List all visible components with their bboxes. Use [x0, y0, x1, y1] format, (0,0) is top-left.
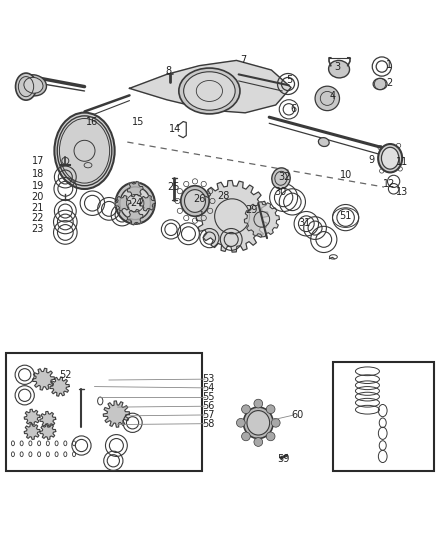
Ellipse shape: [184, 190, 205, 212]
Text: 55: 55: [202, 392, 214, 402]
Bar: [6, 353, 202, 471]
Text: 32: 32: [278, 172, 291, 182]
Text: 17: 17: [32, 156, 44, 166]
Circle shape: [254, 399, 263, 408]
Text: 1: 1: [386, 60, 392, 70]
Text: 59: 59: [277, 455, 290, 464]
Polygon shape: [244, 202, 279, 237]
Polygon shape: [127, 181, 143, 197]
Polygon shape: [130, 60, 291, 113]
Text: 5: 5: [286, 75, 292, 85]
Ellipse shape: [24, 77, 43, 93]
Polygon shape: [127, 209, 143, 225]
Ellipse shape: [244, 407, 273, 439]
Text: 12: 12: [383, 179, 396, 189]
Text: 14: 14: [169, 124, 181, 134]
Text: 56: 56: [202, 401, 214, 411]
Text: 13: 13: [396, 187, 409, 197]
Text: 25: 25: [167, 182, 180, 192]
Text: 23: 23: [32, 224, 44, 235]
Ellipse shape: [179, 68, 240, 114]
Text: 15: 15: [132, 117, 145, 127]
Text: 8: 8: [166, 66, 172, 76]
Text: 11: 11: [396, 157, 409, 167]
Text: 30: 30: [274, 187, 286, 197]
Ellipse shape: [373, 78, 387, 90]
Circle shape: [254, 438, 263, 446]
Text: 4: 4: [329, 91, 336, 101]
Circle shape: [272, 418, 280, 427]
Ellipse shape: [120, 187, 150, 220]
Polygon shape: [103, 401, 130, 427]
Ellipse shape: [378, 144, 402, 172]
Bar: [332, 362, 434, 471]
Text: 53: 53: [202, 374, 214, 384]
Circle shape: [315, 86, 339, 111]
Ellipse shape: [15, 73, 36, 100]
Ellipse shape: [21, 75, 46, 96]
Text: 21: 21: [32, 203, 44, 213]
Circle shape: [266, 432, 275, 441]
Text: 24: 24: [130, 198, 142, 208]
Text: 18: 18: [32, 169, 44, 179]
Text: 16: 16: [86, 117, 99, 126]
Polygon shape: [40, 411, 56, 427]
Text: 3: 3: [334, 61, 340, 71]
Text: 9: 9: [369, 155, 375, 165]
Circle shape: [242, 432, 250, 441]
Text: 20: 20: [32, 192, 44, 201]
Circle shape: [242, 405, 250, 414]
Text: 6: 6: [290, 104, 296, 114]
Ellipse shape: [116, 182, 155, 224]
Polygon shape: [32, 368, 54, 390]
Ellipse shape: [54, 112, 115, 189]
Text: 7: 7: [240, 55, 246, 66]
Ellipse shape: [318, 138, 329, 147]
Ellipse shape: [184, 72, 235, 110]
Text: 52: 52: [59, 370, 71, 380]
Text: 54: 54: [202, 383, 214, 393]
Text: 22: 22: [32, 214, 44, 223]
Polygon shape: [115, 196, 131, 211]
Polygon shape: [140, 196, 155, 211]
Ellipse shape: [247, 410, 270, 435]
Text: 51: 51: [339, 211, 352, 221]
Polygon shape: [24, 409, 40, 425]
Polygon shape: [40, 424, 56, 439]
Ellipse shape: [181, 185, 209, 216]
Text: 29: 29: [246, 205, 258, 215]
Polygon shape: [196, 181, 268, 252]
Ellipse shape: [328, 60, 350, 78]
Text: 57: 57: [202, 410, 214, 420]
Polygon shape: [50, 377, 69, 396]
Text: 58: 58: [202, 419, 214, 429]
Text: 26: 26: [193, 194, 205, 204]
Text: 31: 31: [298, 218, 310, 228]
Text: 19: 19: [32, 181, 44, 191]
Text: 60: 60: [291, 410, 304, 420]
Ellipse shape: [381, 147, 399, 169]
Polygon shape: [24, 424, 40, 439]
Circle shape: [237, 418, 245, 427]
Text: 2: 2: [386, 78, 392, 88]
Text: 10: 10: [339, 170, 352, 180]
Circle shape: [266, 405, 275, 414]
Text: 28: 28: [217, 191, 230, 201]
Ellipse shape: [272, 168, 290, 189]
